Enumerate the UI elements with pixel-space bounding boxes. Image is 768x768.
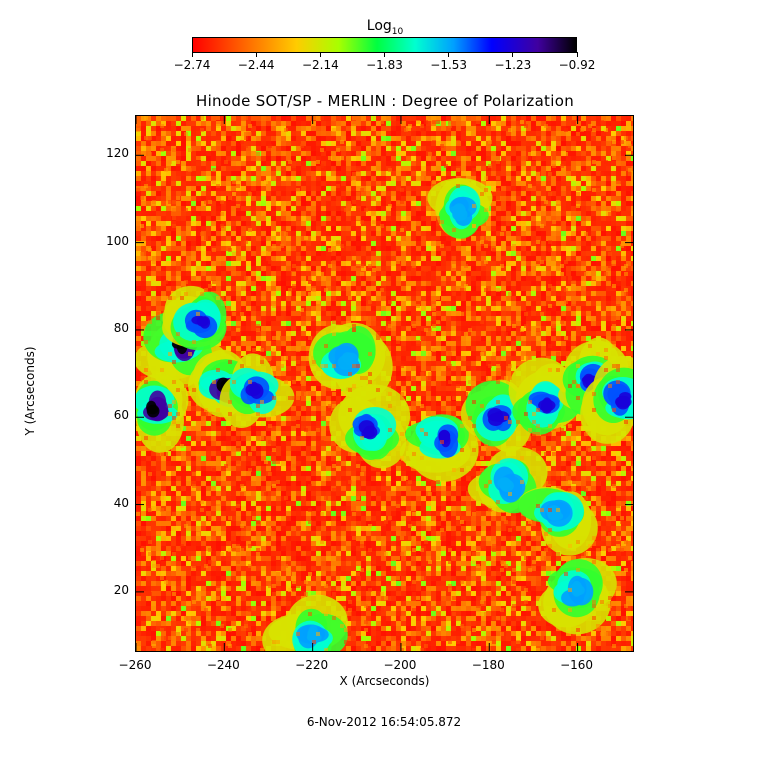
network-patch xyxy=(467,446,548,514)
colorbar-tick-label: −2.44 xyxy=(237,58,275,72)
colorbar-tick xyxy=(191,52,193,57)
timestamp: 6-Nov-2012 16:54:05.872 xyxy=(306,715,462,729)
colorbar xyxy=(192,37,577,53)
x-tick-label: −160 xyxy=(560,658,594,672)
network-patch xyxy=(580,355,633,444)
y-tick-label: 60 xyxy=(113,408,129,423)
colorbar-tick xyxy=(255,52,257,57)
network-patch xyxy=(538,557,617,635)
y-tick-label: 20 xyxy=(113,582,129,597)
x-tick-label: −260 xyxy=(118,658,152,672)
colorbar-tick xyxy=(384,52,385,57)
network-patch xyxy=(136,373,189,453)
chart-title: Hinode SOT/SP - MERLIN : Degree of Polar… xyxy=(195,92,574,110)
network-patch xyxy=(308,322,393,401)
heatmap-plot xyxy=(135,115,634,652)
colorbar-tick-label: −0.92 xyxy=(558,58,596,72)
heatmap-svg xyxy=(136,116,633,651)
texture-overlay xyxy=(136,116,633,651)
y-tick-label: 40 xyxy=(113,495,129,510)
axis-tick-marks xyxy=(136,116,633,651)
x-tick-label: −220 xyxy=(295,658,329,672)
x-tick-label: −200 xyxy=(383,658,417,672)
y-tick-label: 120 xyxy=(106,146,129,161)
network-patch xyxy=(460,379,532,453)
x-axis-label: X (Arcseconds) xyxy=(339,674,430,688)
colorbar-title: Log10 xyxy=(366,18,404,37)
network-patch xyxy=(427,178,493,239)
y-axis-label: Y (Arcseconds) xyxy=(23,346,37,436)
colorbar-tick-label: −1.23 xyxy=(494,58,532,72)
y-tick-label: 100 xyxy=(106,233,129,248)
network-patch xyxy=(219,353,295,428)
network-patch xyxy=(517,486,598,556)
colorbar-tick xyxy=(448,52,450,57)
y-tick-label: 80 xyxy=(113,320,129,335)
colorbar-tick xyxy=(512,52,514,57)
colorbar-tick xyxy=(319,52,321,57)
colorbar-tick-label: −1.53 xyxy=(430,58,468,72)
colorbar-tick-label: −1.83 xyxy=(366,58,403,72)
x-tick-label: −180 xyxy=(471,658,505,672)
network-patch xyxy=(329,384,411,469)
colorbar-tick-label: −2.74 xyxy=(173,58,211,72)
network-patch xyxy=(162,285,227,351)
x-tick-label: −240 xyxy=(206,658,240,672)
colorbar-tick xyxy=(576,52,578,57)
network-patch xyxy=(399,414,479,482)
colorbar-tick-label: −2.14 xyxy=(301,58,339,72)
